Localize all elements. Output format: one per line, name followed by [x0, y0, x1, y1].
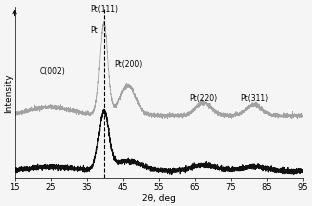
Y-axis label: Intensity: Intensity — [4, 73, 13, 112]
Text: C(002): C(002) — [40, 67, 65, 76]
Text: Pt(311): Pt(311) — [240, 94, 268, 103]
Text: Pt(111): Pt(111) — [90, 5, 118, 14]
Text: Pt(220): Pt(220) — [189, 94, 218, 103]
Text: Pt: Pt — [90, 26, 98, 35]
X-axis label: 2θ, deg: 2θ, deg — [142, 193, 176, 202]
Text: Pt(200): Pt(200) — [114, 60, 142, 69]
